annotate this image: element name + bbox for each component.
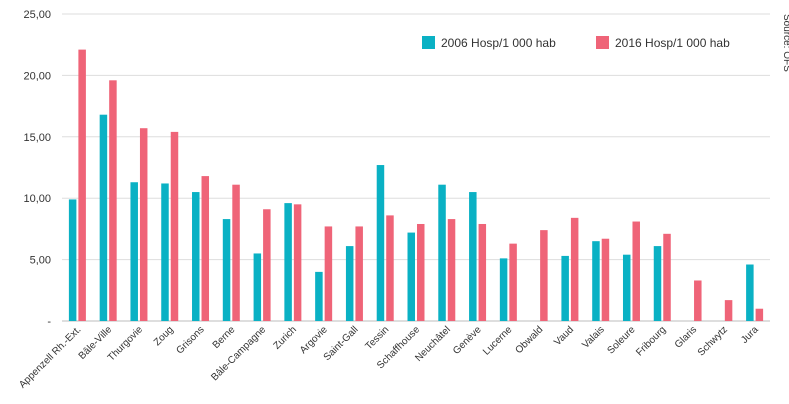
bar-2006 bbox=[284, 203, 292, 321]
legend-label-2006: 2006 Hosp/1 000 hab bbox=[441, 36, 556, 50]
y-tick-label: 15,00 bbox=[23, 132, 51, 144]
y-tick-label: 5,00 bbox=[30, 255, 51, 267]
legend-swatch-2016 bbox=[596, 36, 609, 49]
bar-2016 bbox=[540, 230, 548, 321]
x-tick-label: Valais bbox=[580, 324, 607, 351]
y-tick-label: 10,00 bbox=[23, 193, 51, 205]
x-tick-label: Glaris bbox=[673, 324, 699, 350]
bar-2016 bbox=[447, 219, 456, 321]
x-tick-label: Zurich bbox=[272, 324, 299, 351]
bar-2016 bbox=[293, 204, 302, 321]
x-tick-label: Soleure bbox=[605, 324, 637, 356]
legend-label-2016: 2016 Hosp/1 000 hab bbox=[615, 36, 730, 50]
bar-2006 bbox=[130, 182, 138, 321]
bar-2006 bbox=[469, 192, 477, 321]
x-tick-label: Zoug bbox=[152, 324, 176, 348]
x-tick-label: Tessin bbox=[364, 324, 392, 352]
legend: 2006 Hosp/1 000 hab 2016 Hosp/1 000 hab bbox=[422, 36, 730, 50]
y-axis: - 5,00 10,00 15,00 20,00 25,00 bbox=[23, 9, 51, 328]
bar-2016 bbox=[632, 221, 640, 321]
bar-2006 bbox=[438, 184, 446, 321]
legend-swatch-2006 bbox=[422, 36, 435, 49]
x-tick-label: Lucerne bbox=[481, 324, 515, 358]
x-tick-label: Jura bbox=[739, 324, 761, 346]
bar-2006 bbox=[68, 199, 77, 321]
bar-2016 bbox=[755, 308, 764, 321]
bar-2016 bbox=[663, 233, 671, 321]
bars bbox=[68, 49, 764, 321]
bar-2006 bbox=[622, 254, 631, 321]
bar-2016 bbox=[170, 131, 179, 321]
x-tick-label: Bâle-Campagne bbox=[209, 324, 268, 383]
y-tick-label: 25,00 bbox=[23, 9, 51, 21]
bar-2016 bbox=[109, 80, 117, 321]
bar-2016 bbox=[601, 238, 610, 321]
x-tick-label: Schwytz bbox=[696, 324, 730, 358]
x-tick-label: Berne bbox=[211, 324, 238, 351]
bar-2016 bbox=[263, 209, 271, 321]
x-tick-label: Obwald bbox=[513, 324, 545, 356]
x-tick-label: Genève bbox=[451, 324, 484, 357]
y-tick-label: 20,00 bbox=[23, 70, 51, 82]
bar-2006 bbox=[253, 253, 262, 321]
bar-2016 bbox=[570, 217, 579, 321]
bar-2006 bbox=[99, 114, 108, 321]
bar-2006 bbox=[315, 271, 323, 321]
bar-2016 bbox=[324, 226, 333, 321]
bar-2016 bbox=[694, 280, 702, 321]
bar-2006 bbox=[407, 232, 415, 321]
gridlines bbox=[62, 13, 770, 322]
bar-2016 bbox=[201, 176, 210, 321]
bar-2006 bbox=[499, 258, 508, 321]
source-note: Source: OFS bbox=[781, 14, 789, 72]
bar-2016 bbox=[232, 184, 240, 321]
bar-2006 bbox=[345, 246, 354, 321]
x-tick-label: Grisons bbox=[175, 324, 207, 356]
bar-2016 bbox=[355, 226, 363, 321]
bar-2016 bbox=[78, 49, 86, 321]
bar-2016 bbox=[386, 215, 394, 321]
bar-2016 bbox=[509, 243, 517, 321]
bar-2006 bbox=[653, 246, 662, 321]
bar-2006 bbox=[161, 183, 169, 321]
bar-2006 bbox=[746, 264, 754, 321]
y-tick-label: - bbox=[47, 316, 51, 328]
bar-2006 bbox=[592, 241, 600, 321]
bar-2006 bbox=[222, 219, 231, 321]
x-tick-label: Fribourg bbox=[634, 324, 668, 358]
bar-2016 bbox=[478, 223, 487, 321]
bar-2006 bbox=[561, 255, 569, 321]
x-tick-label: Appenzell Rh.-Ext. bbox=[17, 324, 83, 390]
bar-2016 bbox=[724, 300, 733, 321]
bar-2006 bbox=[192, 192, 200, 321]
bar-2016 bbox=[417, 223, 425, 321]
bar-2006 bbox=[376, 165, 385, 321]
x-tick-label: Vaud bbox=[552, 324, 576, 348]
bar-2016 bbox=[139, 128, 148, 321]
